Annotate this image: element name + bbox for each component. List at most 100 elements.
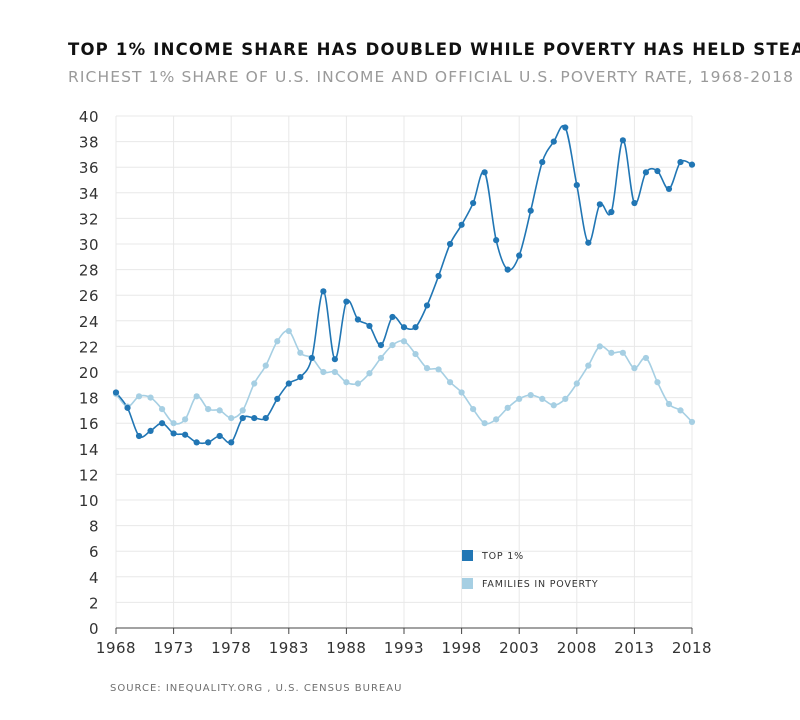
x-tick-label: 2008 bbox=[557, 639, 597, 657]
data-point-families-in-poverty bbox=[562, 395, 569, 402]
data-point-top-1-percent bbox=[446, 240, 454, 248]
data-point-families-in-poverty bbox=[550, 402, 557, 409]
data-point-top-1-percent bbox=[354, 316, 362, 323]
x-tick-label: 1973 bbox=[154, 639, 194, 657]
data-point-top-1-percent bbox=[285, 380, 292, 387]
x-axis-ticks: 1968 1973 1978 1983 1988 1993 1998 2003 2008 2013… bbox=[96, 639, 712, 657]
data-point-families-in-poverty bbox=[216, 407, 223, 414]
data-point-top-1-percent bbox=[308, 354, 315, 362]
data-point-top-1-percent bbox=[596, 201, 603, 208]
data-point-families-in-poverty bbox=[285, 327, 292, 335]
data-point-top-1-percent bbox=[124, 404, 131, 411]
data-point-top-1-percent bbox=[377, 342, 385, 349]
data-point-top-1-percent bbox=[412, 324, 419, 331]
data-point-families-in-poverty bbox=[147, 394, 154, 401]
data-point-families-in-poverty bbox=[493, 416, 500, 423]
data-point-top-1-percent bbox=[251, 414, 258, 422]
grid-lines bbox=[115, 115, 693, 628]
data-point-families-in-poverty bbox=[182, 416, 189, 423]
data-point-families-in-poverty bbox=[331, 368, 338, 376]
y-tick-label: 22 bbox=[79, 338, 99, 356]
data-point-families-in-poverty bbox=[631, 365, 638, 372]
data-point-top-1-percent bbox=[619, 137, 626, 144]
source-note: SOURCE: INEQUALITY.ORG , U.S. CENSUS BUR… bbox=[110, 683, 403, 694]
data-point-top-1-percent bbox=[147, 427, 154, 434]
data-point-top-1-percent bbox=[631, 199, 638, 207]
legend-swatch-top-1-percent bbox=[462, 550, 473, 561]
y-tick-label: 0 bbox=[89, 620, 99, 638]
data-point-families-in-poverty bbox=[320, 368, 327, 376]
series-points bbox=[112, 124, 696, 446]
data-point-top-1-percent bbox=[608, 208, 615, 216]
data-point-families-in-poverty bbox=[504, 404, 511, 411]
data-point-families-in-poverty bbox=[343, 379, 350, 386]
data-point-top-1-percent bbox=[158, 420, 166, 427]
y-tick-label: 4 bbox=[89, 569, 99, 587]
y-tick-label: 10 bbox=[79, 492, 99, 510]
data-point-families-in-poverty bbox=[228, 414, 235, 422]
y-tick-label: 36 bbox=[79, 159, 99, 177]
data-point-top-1-percent bbox=[135, 432, 143, 440]
y-tick-label: 14 bbox=[79, 441, 99, 459]
data-point-top-1-percent bbox=[170, 430, 177, 437]
y-tick-label: 24 bbox=[79, 313, 99, 331]
y-tick-label: 30 bbox=[79, 236, 99, 254]
x-tick-label: 1988 bbox=[326, 639, 366, 657]
data-point-top-1-percent bbox=[228, 439, 235, 446]
data-point-top-1-percent bbox=[366, 322, 373, 330]
data-point-families-in-poverty bbox=[619, 349, 626, 356]
data-point-top-1-percent bbox=[274, 395, 281, 402]
data-point-top-1-percent bbox=[216, 432, 223, 440]
data-point-top-1-percent bbox=[654, 167, 661, 175]
legend-swatch-families-in-poverty bbox=[462, 578, 473, 589]
data-point-families-in-poverty bbox=[205, 406, 212, 413]
data-point-families-in-poverty bbox=[596, 343, 603, 350]
data-point-families-in-poverty bbox=[366, 370, 373, 377]
data-point-top-1-percent bbox=[504, 266, 511, 273]
data-point-families-in-poverty bbox=[539, 395, 546, 402]
data-point-families-in-poverty bbox=[642, 354, 650, 362]
data-point-top-1-percent bbox=[435, 272, 442, 280]
data-point-families-in-poverty bbox=[608, 349, 615, 356]
data-point-top-1-percent bbox=[400, 324, 408, 331]
data-point-top-1-percent bbox=[343, 298, 350, 305]
y-tick-label: 18 bbox=[79, 390, 99, 408]
x-tick-label: 1968 bbox=[96, 639, 136, 657]
data-point-families-in-poverty bbox=[389, 342, 396, 349]
data-point-top-1-percent bbox=[320, 288, 327, 295]
chart-subtitle: RICHEST 1% SHARE OF U.S. INCOME AND OFFI… bbox=[68, 68, 795, 86]
data-point-top-1-percent bbox=[262, 414, 269, 422]
data-point-families-in-poverty bbox=[400, 338, 408, 345]
data-point-families-in-poverty bbox=[665, 400, 673, 408]
data-point-top-1-percent bbox=[297, 374, 304, 381]
data-point-top-1-percent bbox=[642, 169, 650, 176]
data-point-top-1-percent bbox=[527, 207, 534, 214]
y-tick-label: 6 bbox=[89, 543, 99, 561]
data-point-top-1-percent bbox=[539, 158, 546, 166]
chart-title: TOP 1% INCOME SHARE HAS DOUBLED WHILE PO… bbox=[68, 40, 800, 59]
y-tick-label: 28 bbox=[79, 262, 99, 280]
data-point-families-in-poverty bbox=[677, 407, 684, 414]
legend: TOP 1% FAMILIES IN POVERTY bbox=[462, 550, 598, 590]
data-point-top-1-percent bbox=[331, 356, 338, 363]
y-tick-label: 26 bbox=[79, 287, 99, 305]
legend-label-families-in-poverty: FAMILIES IN POVERTY bbox=[482, 579, 598, 590]
data-point-top-1-percent bbox=[516, 252, 523, 259]
data-point-top-1-percent bbox=[423, 302, 431, 309]
x-tick-label: 1978 bbox=[211, 639, 251, 657]
x-tick-label: 1983 bbox=[269, 639, 309, 657]
data-point-top-1-percent bbox=[239, 414, 246, 422]
data-point-families-in-poverty bbox=[654, 379, 661, 386]
data-point-families-in-poverty bbox=[354, 380, 362, 387]
data-point-top-1-percent bbox=[562, 124, 569, 131]
axes bbox=[115, 627, 693, 634]
data-point-families-in-poverty bbox=[585, 362, 592, 369]
data-point-top-1-percent bbox=[182, 431, 189, 438]
data-point-top-1-percent bbox=[205, 439, 212, 446]
data-point-families-in-poverty bbox=[435, 366, 442, 373]
data-point-top-1-percent bbox=[677, 158, 684, 166]
x-tick-label: 2018 bbox=[672, 639, 712, 657]
data-point-top-1-percent bbox=[470, 199, 477, 207]
